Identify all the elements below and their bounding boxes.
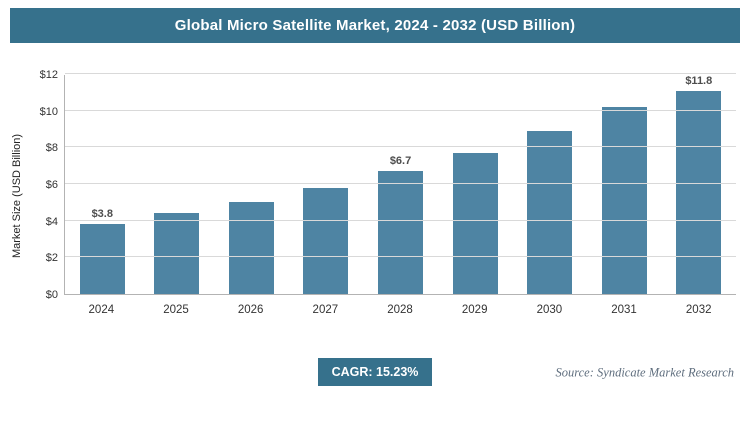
x-tick-label: 2030: [536, 304, 563, 316]
plot-area: $3.8 $6.7 $11.8: [64, 73, 736, 295]
x-axis-ticks: 2024 2025 2026 2027 2028 2029 2030 2031 2032: [64, 304, 736, 316]
y-tick-label: $0: [45, 289, 58, 301]
x-tick-label: 2026: [237, 304, 264, 316]
y-tick-label: $2: [45, 252, 58, 265]
bar-cell: $3.8: [65, 75, 140, 294]
x-tick-label: 2031: [611, 304, 637, 316]
y-axis-label: Market Size (USD Billion): [11, 133, 23, 258]
bar-cell: [587, 75, 662, 294]
bar-value-label: $6.7: [389, 155, 412, 168]
bar-cell: [214, 75, 289, 294]
gridline: [65, 256, 736, 258]
y-tick-label: $4: [45, 215, 58, 228]
chart-title: Global Micro Satellite Market, 2024 - 20…: [174, 17, 576, 34]
chart-title-bar: Global Micro Satellite Market, 2024 - 20…: [10, 8, 740, 43]
bar-value-label: $11.8: [685, 75, 713, 87]
bar-cell: [512, 75, 587, 294]
bar-cell: [438, 75, 513, 294]
bar-cell: $6.7: [363, 75, 438, 294]
y-tick-label: $8: [45, 142, 58, 155]
chart-area: Market Size (USD Billion) $0 $2 $4 $6 $8 $10 $…: [6, 69, 736, 316]
bar-2024: [79, 224, 125, 294]
bar-2025: [154, 213, 200, 294]
chart-footer: CAGR: 15.23% Source: Syndicate Market Re…: [0, 358, 750, 388]
gridline: [65, 183, 736, 184]
bar-value-label: $3.8: [91, 208, 113, 221]
y-axis-ticks: $0 $2 $4 $6 $8 $10 $12: [28, 69, 64, 301]
gridline: [65, 219, 736, 221]
chart-page: Global Micro Satellite Market, 2024 - 20…: [0, 8, 750, 425]
x-tick-label: 2029: [461, 304, 488, 316]
cagr-text: CAGR: 15.23%: [331, 365, 419, 379]
bar-2027: [303, 187, 349, 294]
bar-2029: [452, 152, 498, 294]
source-text: Source: Syndicate Market Research: [555, 365, 734, 380]
bar-2030: [527, 130, 573, 294]
bar-2032: [676, 91, 722, 294]
y-axis-label-wrap: Market Size (USD Billion): [6, 75, 28, 316]
gridline: [65, 146, 736, 148]
cagr-badge: CAGR: 15.23%: [317, 358, 433, 386]
bar-2028: [378, 171, 424, 294]
bar-cell: [289, 75, 364, 294]
x-tick-label: 2024: [88, 304, 115, 316]
gridline: [65, 109, 736, 111]
gridline: [65, 73, 736, 74]
x-tick-label: 2032: [685, 304, 712, 316]
plot-column: $3.8 $6.7 $11.8 2024 2025 2026 2027 2028 2029 20…: [64, 73, 736, 316]
bars-container: $3.8 $6.7 $11.8: [65, 75, 736, 294]
bar-2026: [228, 202, 274, 294]
bar-cell: [140, 75, 215, 294]
y-tick-label: $10: [39, 105, 58, 118]
y-tick-label: $6: [45, 179, 58, 191]
x-tick-label: 2025: [163, 304, 189, 316]
x-tick-label: 2027: [312, 304, 339, 316]
bar-cell: $11.8: [662, 75, 737, 294]
x-tick-label: 2028: [387, 304, 413, 316]
bar-2031: [601, 107, 647, 294]
y-tick-label: $12: [39, 69, 58, 81]
